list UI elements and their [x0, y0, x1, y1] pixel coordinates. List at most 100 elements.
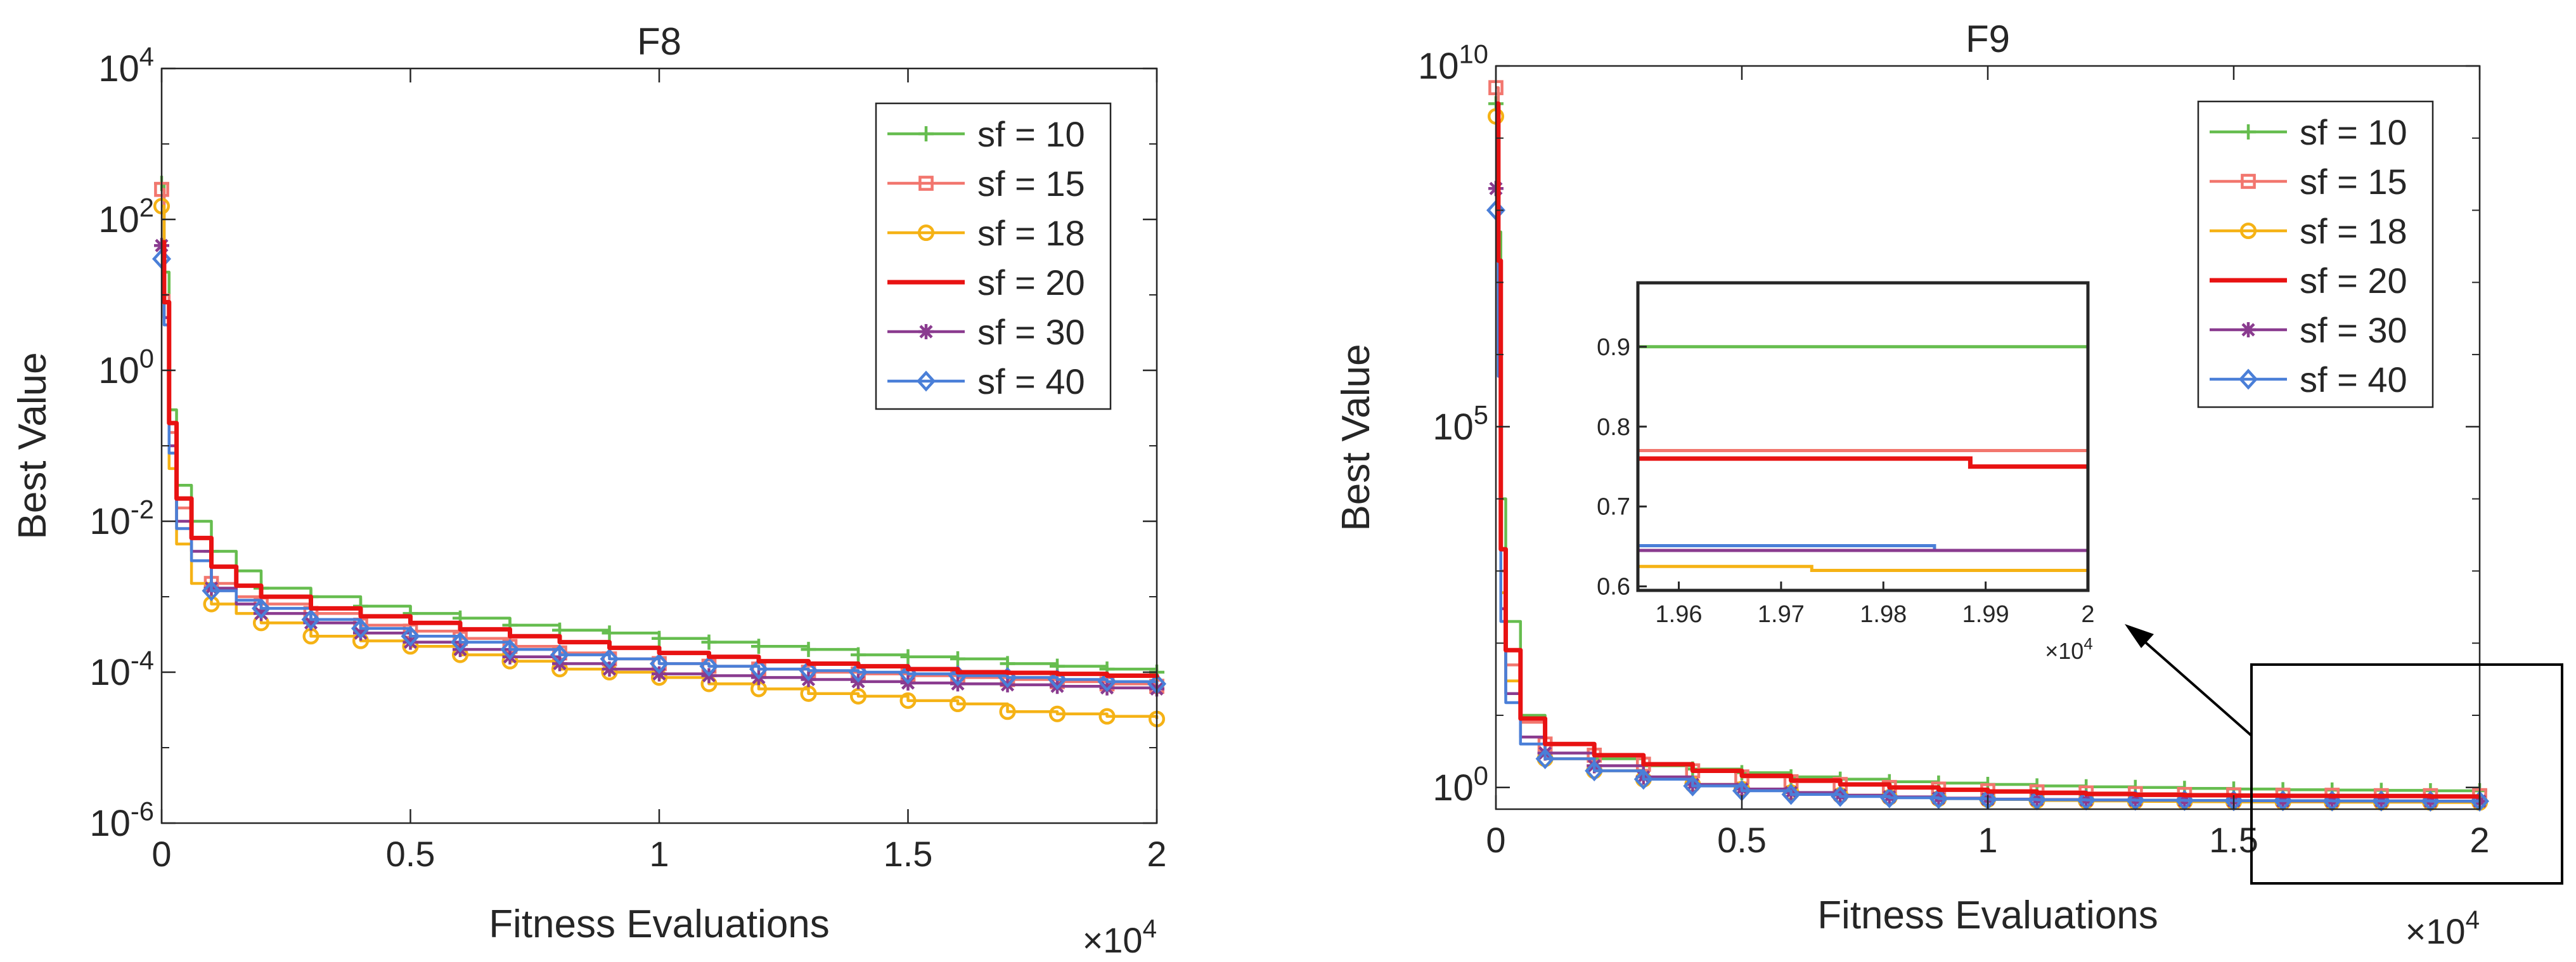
data-marker-sf30: [303, 615, 319, 631]
data-marker-sf40: [450, 632, 470, 653]
data-marker-sf40: [1047, 668, 1067, 691]
inset-x-tick-label: 1.98: [1860, 601, 1907, 628]
x-tick-label: 1.5: [2209, 820, 2258, 860]
legend-marker-sf30: [918, 324, 934, 339]
legend-entry: sf = 10: [977, 114, 1085, 154]
legend-entry: sf = 18: [977, 213, 1085, 253]
data-marker-sf10: [801, 642, 816, 658]
data-marker-sf40: [2027, 789, 2047, 810]
y-tick-label: 102: [98, 193, 154, 240]
inset-x-multiplier: ×104: [2045, 635, 2093, 664]
x-multiplier-label: ×104: [1083, 914, 1157, 960]
series-line-sf20: [1496, 101, 2480, 799]
data-marker-sf10: [701, 634, 717, 650]
data-marker-sf40: [1831, 786, 1850, 807]
legend-entry: sf = 40: [977, 361, 1085, 401]
chart-title: F8: [637, 20, 681, 63]
data-marker-sf40: [1585, 760, 1604, 782]
data-marker-sf40: [1097, 671, 1117, 692]
y-axis-label: Best Value: [11, 352, 55, 539]
data-marker-sf18: [1098, 708, 1116, 725]
data-marker-sf40: [1879, 787, 1899, 809]
data-marker-sf40: [1535, 748, 1555, 770]
data-marker-sf40: [550, 644, 570, 666]
inset-x-tick-label: 1.99: [1962, 601, 2009, 628]
data-marker-sf40: [351, 618, 371, 639]
chart-f9: 0 0.5 1 1.5 2 100 105 1010 F9 Fitness Evaluations…: [1334, 18, 2563, 951]
legend-entry: sf = 30: [977, 312, 1085, 352]
legend-marker-sf10: [2241, 124, 2256, 140]
data-marker-sf40: [401, 625, 420, 647]
legend-marker-sf30: [2241, 322, 2256, 337]
y-tick-label: 105: [1433, 400, 1488, 448]
inset-y-tick-label: 0.8: [1597, 414, 1630, 441]
inset-y-tick-label: 0.6: [1597, 574, 1630, 601]
legend-marker-sf40: [916, 370, 936, 392]
inset-y-tick-label: 0.7: [1597, 494, 1630, 521]
inset-zoom: 1.96 1.97 1.98 1.99 2 0.6 0.7 0.8 0.9 ×104: [1597, 281, 2095, 664]
x-multiplier-label: ×104: [2405, 905, 2480, 951]
legend-entry: sf = 40: [2300, 360, 2407, 400]
zoom-region-box: [2250, 663, 2563, 885]
data-marker-sf18: [1048, 705, 1066, 722]
legend-entry: sf = 30: [2300, 310, 2407, 350]
inset-line-sf18: [1638, 564, 2088, 573]
legend-entry: sf = 10: [2300, 112, 2407, 152]
data-marker-sf18: [999, 703, 1016, 720]
y-tick-label: 100: [98, 344, 154, 391]
x-tick-label: 2: [1147, 834, 1166, 874]
data-marker-sf10: [900, 649, 916, 665]
data-marker-sf10: [652, 630, 667, 646]
data-marker-sf40: [251, 597, 271, 619]
data-marker-sf40: [600, 648, 619, 670]
chart-title: F9: [1966, 18, 2010, 60]
y-tick-label: 1010: [1418, 39, 1488, 87]
data-marker-sf40: [699, 656, 719, 677]
data-marker-sf10: [602, 625, 617, 641]
zoom-arrow-head: [2125, 624, 2154, 648]
data-marker-sf40: [500, 639, 520, 660]
x-axis-label: Fitness Evaluations: [489, 902, 830, 946]
data-marker-sf40: [799, 660, 818, 682]
legend-marker-sf18: [2239, 222, 2257, 240]
y-tick-label: 10-2: [89, 495, 154, 542]
x-tick-label: 1.5: [884, 834, 933, 874]
x-axis-label: Fitness Evaluations: [1817, 894, 2158, 937]
legend-entry: sf = 15: [977, 164, 1085, 204]
data-marker-sf40: [848, 661, 868, 683]
x-tick-label: 0.5: [386, 834, 435, 874]
legend-marker-sf15: [2241, 174, 2256, 189]
series-line-sf20: [162, 240, 1159, 678]
y-tick-label: 10-6: [89, 796, 154, 844]
data-marker-sf18: [849, 687, 867, 705]
data-marker-sf30: [254, 606, 269, 621]
legend-entry: sf = 20: [977, 263, 1085, 302]
legend-entry: sf = 15: [2300, 162, 2407, 202]
data-marker-sf18: [899, 692, 917, 709]
data-marker-sf18: [949, 695, 967, 713]
x-tick-label: 1: [649, 834, 669, 874]
legend-marker-sf15: [918, 176, 934, 191]
y-tick-label: 104: [98, 42, 154, 89]
inset-x-tick-label: 2: [2081, 601, 2094, 628]
inset-y-tick-label: 0.9: [1597, 334, 1630, 361]
legend-marker-sf18: [917, 224, 935, 242]
data-marker-sf30: [402, 634, 418, 650]
inset-area: [1638, 283, 2088, 590]
data-marker-sf40: [301, 609, 321, 630]
legend-marker-sf40: [2238, 368, 2258, 390]
x-tick-label: 0: [151, 834, 171, 874]
data-marker-sf30: [1099, 680, 1115, 696]
data-marker-sf40: [749, 658, 769, 680]
data-marker-sf40: [1781, 784, 1801, 805]
y-axis-label: Best Value: [1334, 344, 1378, 531]
x-tick-label: 2: [2470, 820, 2489, 860]
data-marker-sf40: [202, 580, 221, 602]
legend-box: [2197, 100, 2434, 408]
x-tick-label: 0: [1486, 820, 1505, 860]
x-tick-label: 1: [1978, 820, 1997, 860]
data-marker-sf40: [1683, 775, 1703, 796]
data-marker-sf10: [950, 651, 965, 667]
chart-f8: 0 0.5 1 1.5 2 10-6 10-4 10-2 100 102 104 F8 Fitness …: [11, 20, 1167, 960]
